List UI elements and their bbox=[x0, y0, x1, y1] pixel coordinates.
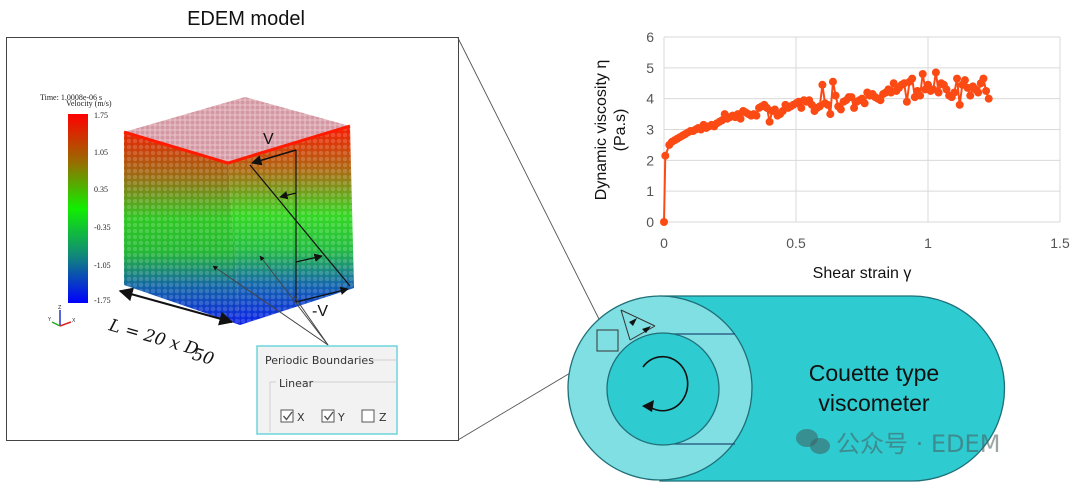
viscosity-chart: 0 1 2 3 4 5 6 0 0.5 1 1.5 Shear strain γ Dynamic … bbox=[593, 29, 1070, 282]
checkmark-icon bbox=[323, 411, 334, 421]
velocity-legend: Time: 1.0008e-06 s Velocity (m/s) 1.75 1… bbox=[40, 93, 112, 305]
y-tick-labels: 0 1 2 3 4 5 6 bbox=[646, 29, 654, 230]
viscometer-label-line1: Couette type bbox=[809, 360, 939, 386]
axis-x-label: X bbox=[72, 318, 76, 324]
series-dynamic-viscosity bbox=[660, 68, 993, 226]
legend-tick: 1.05 bbox=[94, 148, 108, 157]
inner-cylinder bbox=[606, 332, 720, 446]
data-point bbox=[831, 91, 840, 100]
y-tick-label: 3 bbox=[646, 122, 654, 138]
data-point bbox=[918, 70, 927, 78]
y-tick-label: 2 bbox=[646, 152, 654, 168]
periodic-boundaries-panel: Periodic Boundaries Linear X Y Z bbox=[256, 345, 398, 435]
data-point bbox=[860, 99, 869, 108]
data-point bbox=[934, 88, 943, 97]
x-tick-label: 0 bbox=[660, 235, 668, 251]
y-tick-label: 6 bbox=[646, 29, 654, 45]
data-point bbox=[955, 100, 964, 109]
couette-viscometer: Couette type viscometer bbox=[567, 295, 1006, 482]
data-point bbox=[876, 96, 885, 105]
velocity-top-label: V bbox=[263, 131, 274, 148]
checkbox-x[interactable]: X bbox=[280, 409, 305, 424]
axis-y-label: Y bbox=[47, 317, 52, 323]
velocity-bottom-label: -V bbox=[312, 303, 328, 320]
checkbox-z-label: Z bbox=[379, 411, 387, 424]
data-point bbox=[950, 88, 959, 97]
checkmark-icon bbox=[282, 411, 293, 421]
checkbox-y-label: Y bbox=[337, 411, 345, 424]
edem-panel: EDEM model Time: 1.0008e-06 s Velocity (… bbox=[6, 8, 459, 441]
checkbox-y[interactable]: Y bbox=[321, 409, 345, 424]
data-point bbox=[974, 88, 983, 97]
checkbox-z[interactable]: Z bbox=[361, 409, 387, 424]
data-point bbox=[836, 105, 845, 114]
data-point bbox=[661, 151, 670, 160]
watermark: 公众号 · EDEM bbox=[796, 429, 1000, 458]
velocity-profile: V -V bbox=[249, 131, 351, 320]
time-label: Time: 1.0008e-06 s bbox=[40, 93, 102, 102]
data-point bbox=[966, 91, 975, 100]
legend-tick: 1.75 bbox=[94, 111, 108, 120]
legend-tick: -1.75 bbox=[94, 296, 111, 305]
data-point bbox=[818, 80, 827, 89]
axis-z-label: Z bbox=[58, 305, 62, 311]
axis-triad-icon: Z Y X bbox=[47, 305, 76, 327]
data-point bbox=[979, 74, 988, 83]
data-point bbox=[847, 93, 856, 102]
data-point bbox=[850, 103, 859, 112]
rotation-arrow-icon bbox=[642, 355, 689, 412]
x-axis-title: Shear strain γ bbox=[813, 265, 912, 282]
data-point bbox=[752, 111, 761, 120]
edem-title: EDEM model bbox=[187, 8, 305, 30]
linear-group-label: Linear bbox=[279, 377, 314, 390]
data-point bbox=[823, 100, 832, 109]
data-point bbox=[736, 114, 745, 123]
wechat-icon bbox=[796, 429, 830, 454]
data-point bbox=[960, 76, 969, 85]
shear-profile-icon bbox=[620, 309, 656, 341]
boundary-pointers bbox=[212, 255, 329, 346]
viscometer-body bbox=[659, 295, 1006, 482]
x-tick-label: 0.5 bbox=[786, 235, 806, 251]
x-tick-labels: 0 0.5 1 1.5 bbox=[660, 235, 1070, 251]
data-point bbox=[942, 85, 951, 94]
particle-cube bbox=[123, 97, 354, 325]
data-point bbox=[953, 74, 962, 83]
checkbox-x-label: X bbox=[297, 411, 305, 424]
watermark-text: 公众号 · EDEM bbox=[836, 430, 1000, 458]
y-tick-label: 0 bbox=[646, 214, 654, 230]
y-tick-label: 4 bbox=[646, 91, 654, 107]
data-point bbox=[826, 110, 835, 119]
legend-tick: -1.05 bbox=[94, 261, 111, 270]
y-axis-title-line1: Dynamic viscosity η bbox=[593, 60, 610, 200]
x-tick-label: 1 bbox=[924, 235, 932, 251]
y-axis-title-line2: (Pa.s) bbox=[612, 109, 629, 152]
data-point bbox=[916, 91, 925, 100]
y-tick-label: 5 bbox=[646, 60, 654, 76]
data-point bbox=[828, 77, 837, 86]
data-point bbox=[908, 74, 917, 83]
data-point bbox=[924, 80, 932, 89]
velocity-colorbar bbox=[68, 114, 88, 303]
data-point bbox=[660, 218, 668, 226]
legend-tick: 0.35 bbox=[94, 185, 108, 194]
y-tick-label: 1 bbox=[646, 183, 654, 199]
sample-region-marker bbox=[596, 329, 619, 352]
legend-tick: -0.35 bbox=[94, 223, 111, 232]
data-point bbox=[982, 86, 991, 95]
data-point bbox=[770, 105, 779, 114]
legend-title: Velocity (m/s) bbox=[66, 99, 112, 108]
data-point bbox=[797, 103, 806, 112]
chart-grid bbox=[663, 36, 1061, 223]
data-point bbox=[984, 94, 993, 103]
viscometer-label-line2: viscometer bbox=[818, 390, 930, 416]
data-point bbox=[765, 117, 774, 126]
data-point bbox=[931, 68, 940, 77]
x-tick-label: 1.5 bbox=[1050, 235, 1070, 251]
data-point bbox=[902, 97, 911, 106]
data-point bbox=[889, 79, 898, 88]
periodic-boundaries-title: Periodic Boundaries bbox=[265, 354, 374, 367]
